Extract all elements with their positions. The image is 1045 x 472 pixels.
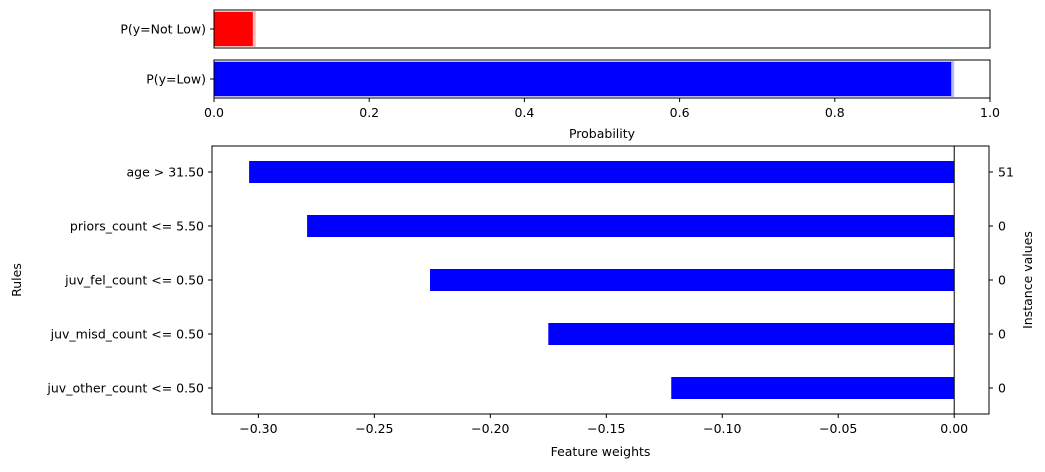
instance-value-label: 0: [998, 327, 1006, 342]
rule-label: juv_fel_count <= 0.50: [64, 273, 204, 288]
feature-x-tick-label: −0.30: [239, 421, 277, 436]
probability-axes-frame: [213, 9, 991, 49]
probability-x-tick-label: 0.0: [204, 105, 224, 120]
probability-bar: [214, 12, 253, 46]
probability-x-tick-label: 1.0: [980, 105, 1000, 120]
feature-x-tick-label: −0.25: [355, 421, 393, 436]
rule-label: juv_other_count <= 0.50: [46, 381, 204, 396]
probability-category-label: P(y=Low): [146, 72, 206, 87]
feature-weight-bar: [307, 215, 955, 237]
probability-x-tick-label: 0.6: [670, 105, 690, 120]
probability-bar: [214, 62, 952, 96]
feature-axis-label: Feature weights: [551, 444, 651, 459]
feature-weight-bar: [548, 323, 955, 345]
probability-axis-label: Probability: [569, 126, 636, 141]
instance-value-label: 0: [998, 219, 1006, 234]
rule-label: juv_misd_count <= 0.50: [50, 327, 204, 342]
feature-weight-bar: [671, 377, 955, 399]
instance-value-label: 0: [998, 273, 1006, 288]
feature-weight-bar: [430, 269, 955, 291]
feature-x-tick-label: −0.10: [703, 421, 741, 436]
probability-x-tick-label: 0.8: [825, 105, 845, 120]
feature-x-tick-label: 0.00: [940, 421, 968, 436]
instance-values-axis-label: Instance values: [1020, 231, 1035, 329]
feature-x-tick-label: −0.05: [819, 421, 857, 436]
feature-x-tick-label: −0.15: [587, 421, 625, 436]
instance-value-label: 0: [998, 381, 1006, 396]
probability-x-tick-label: 0.2: [359, 105, 379, 120]
feature-axes-frame: [211, 145, 990, 415]
probability-x-tick-label: 0.4: [514, 105, 534, 120]
rule-label: age > 31.50: [127, 165, 205, 180]
feature-weight-bar: [249, 161, 955, 183]
rules-axis-label: Rules: [9, 263, 24, 297]
feature-x-tick-label: −0.20: [471, 421, 509, 436]
instance-value-label: 51: [998, 165, 1014, 180]
probability-category-label: P(y=Not Low): [120, 22, 206, 37]
rule-label: priors_count <= 5.50: [70, 219, 204, 234]
